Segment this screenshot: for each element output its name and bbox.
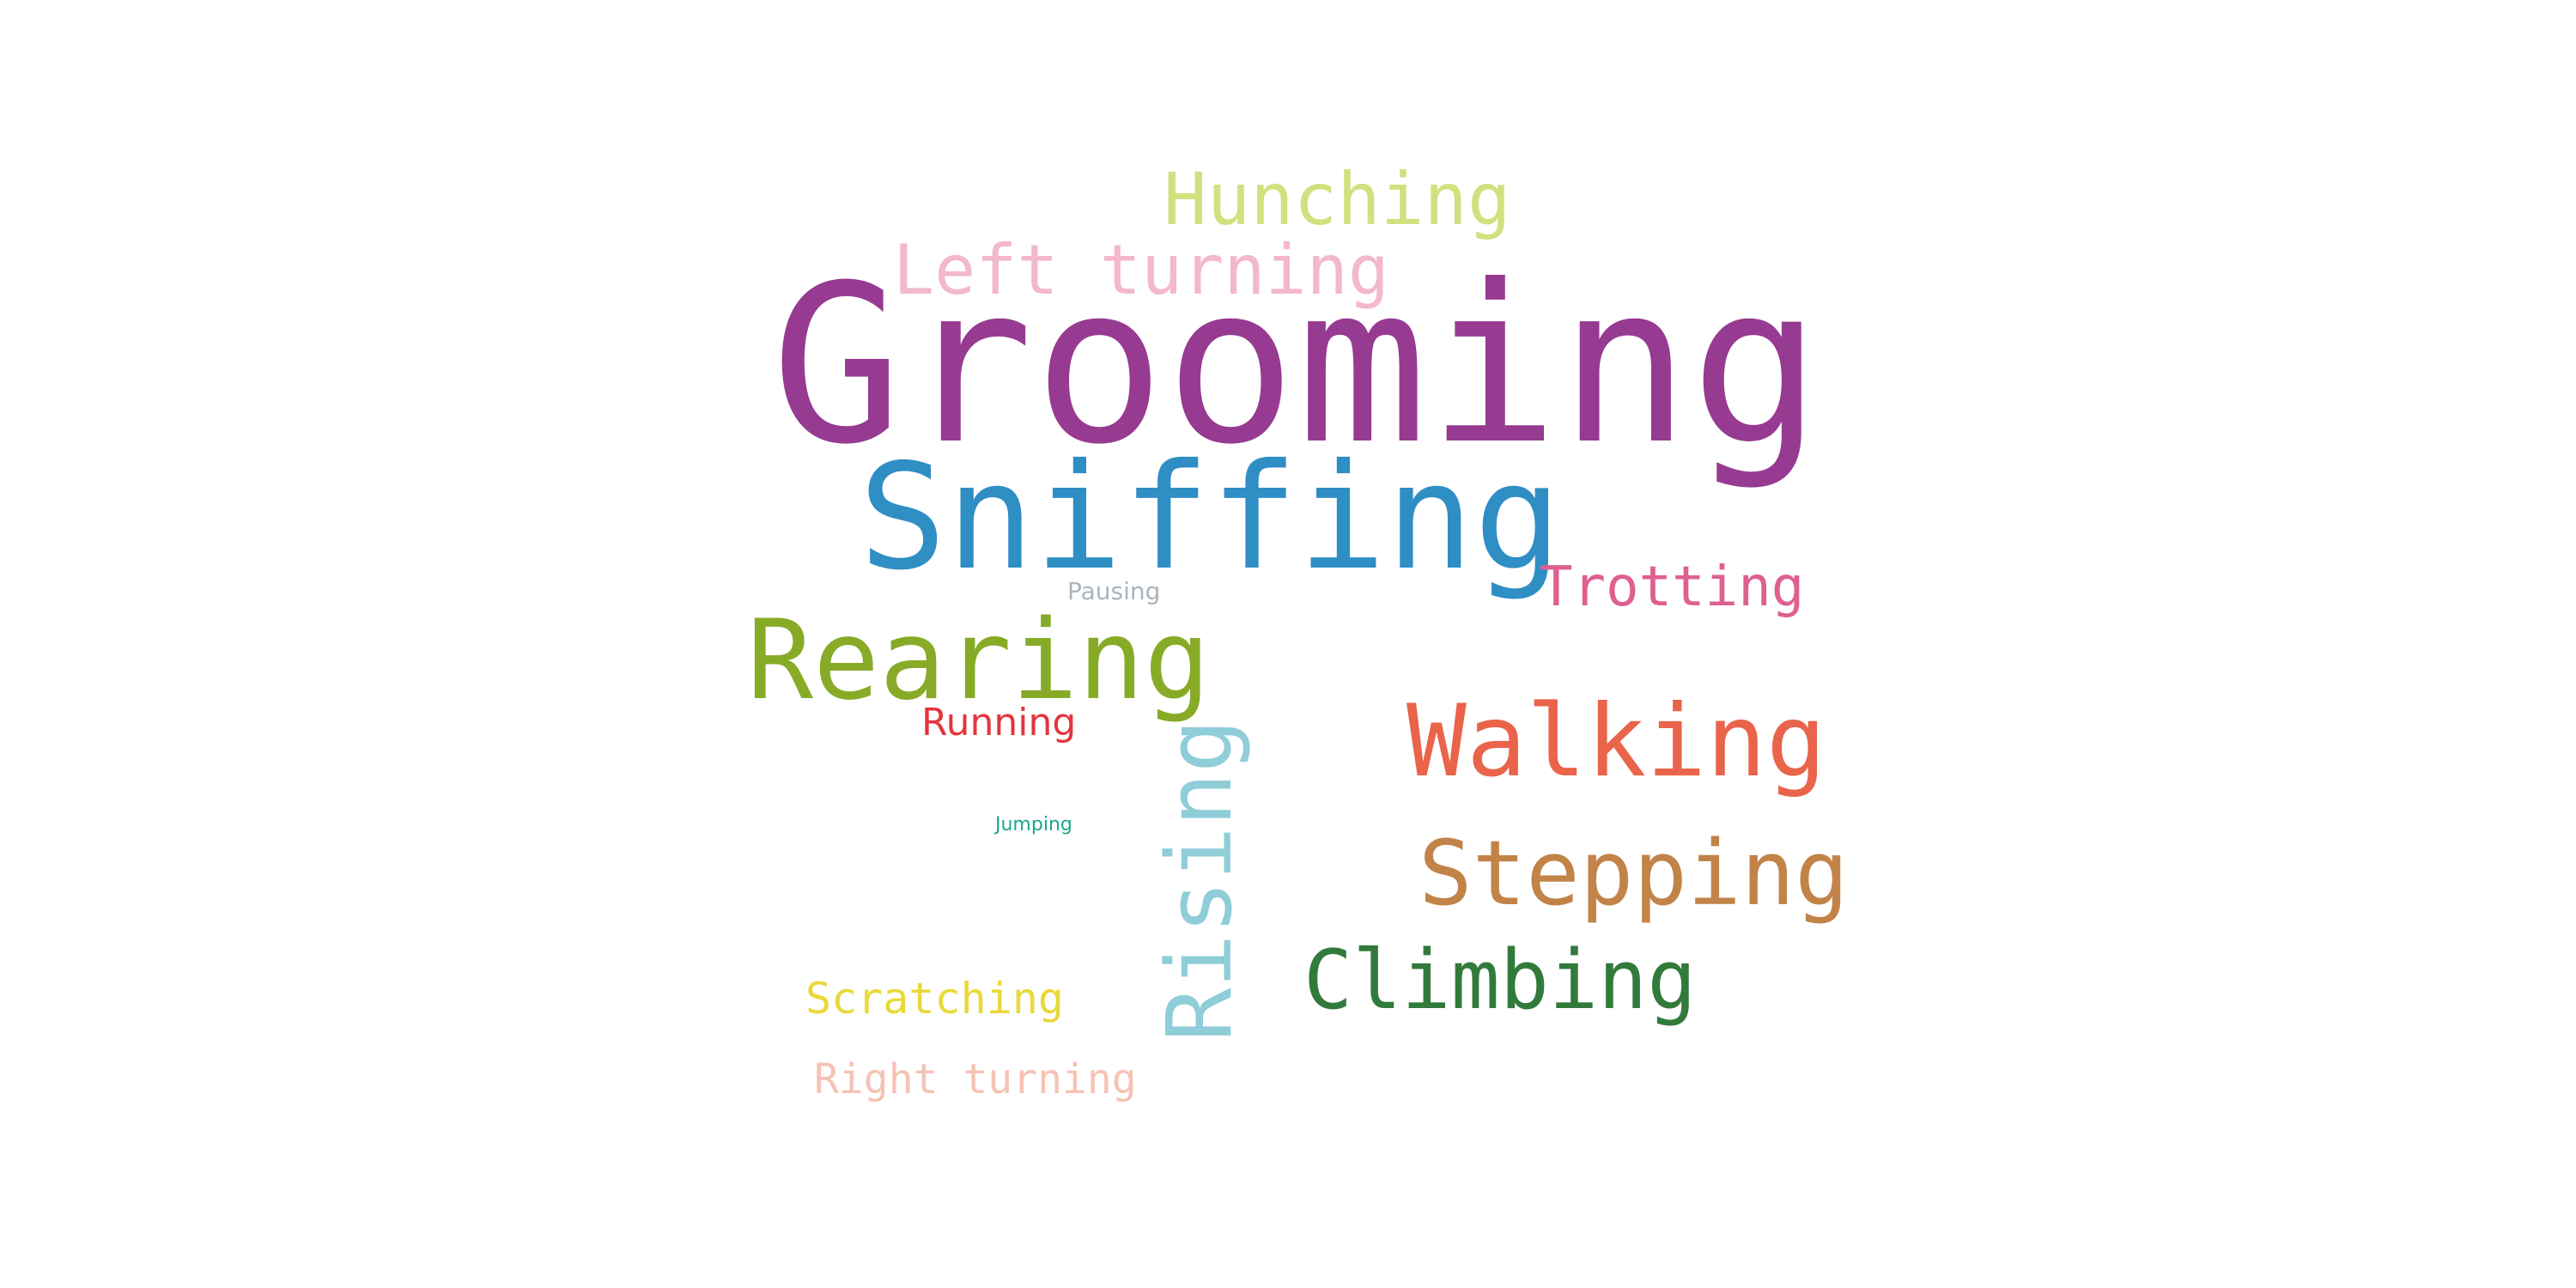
word-walking: Walking	[1406, 683, 1826, 799]
word-rising: Rising	[1147, 719, 1252, 1042]
word-running: Running	[921, 701, 1077, 744]
word-hunching: Hunching	[1163, 157, 1511, 241]
word-right-turning: Right turning	[814, 1055, 1137, 1103]
word-pausing: Pausing	[1067, 577, 1161, 605]
word-rearing: Rearing	[747, 597, 1211, 725]
word-stepping: Stepping	[1419, 821, 1849, 926]
word-climbing: Climbing	[1303, 933, 1697, 1028]
word-grooming: Grooming	[771, 238, 1822, 492]
word-left-turning: Left turning	[893, 230, 1389, 310]
word-trotting: Trotting	[1540, 556, 1805, 619]
word-sniffing: Sniffing	[859, 433, 1562, 603]
word-scratching: Scratching	[805, 974, 1065, 1024]
word-jumping: Jumping	[995, 814, 1072, 835]
